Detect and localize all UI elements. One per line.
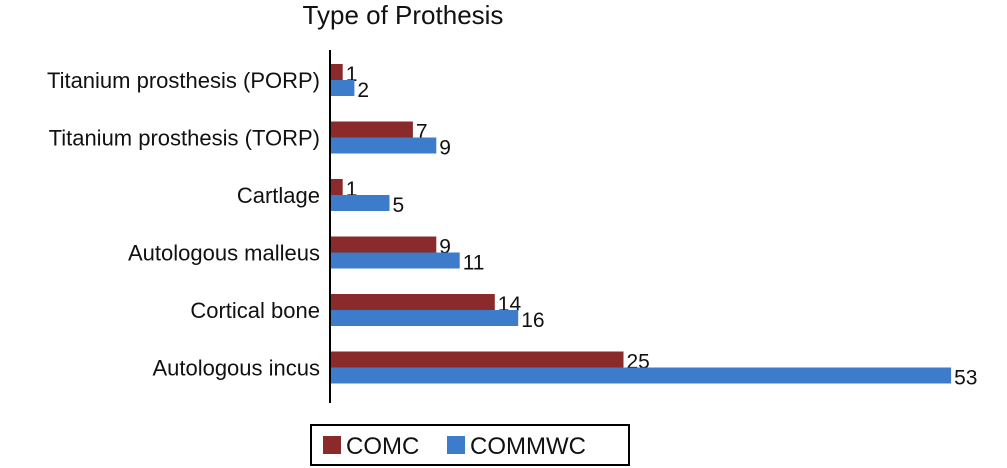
bar-comc-cartlage bbox=[331, 179, 343, 195]
category-label-autologous-malleus: Autologous malleus bbox=[128, 241, 320, 266]
bar-comc-autologous-incus bbox=[331, 351, 624, 368]
bar-comc-titanium-prosthesis-torp bbox=[331, 121, 413, 138]
legend-swatch-comc bbox=[323, 436, 341, 454]
bar-commwc-titanium-prosthesis-porp bbox=[331, 80, 355, 96]
category-label-cortical-bone: Cortical bone bbox=[190, 298, 320, 323]
legend: COMC COMMWC bbox=[310, 424, 630, 466]
chart-title: Type of Prothesis bbox=[303, 0, 504, 30]
data-label-comc-titanium-prosthesis-torp: 7 bbox=[416, 121, 428, 144]
data-label-comc-cartlage: 1 bbox=[346, 178, 358, 201]
category-label-titanium-prosthesis-torp: Titanium prosthesis (TORP) bbox=[49, 126, 320, 151]
data-label-commwc-titanium-prosthesis-porp: 2 bbox=[357, 79, 369, 102]
bar-commwc-autologous-incus bbox=[331, 367, 952, 384]
legend-label-comc: COMC bbox=[346, 433, 419, 460]
data-label-commwc-autologous-malleus: 11 bbox=[463, 252, 485, 275]
legend-label-commwc: COMMWC bbox=[470, 433, 586, 460]
data-label-comc-autologous-malleus: 9 bbox=[439, 236, 451, 259]
legend-frame bbox=[310, 424, 630, 466]
bar-commwc-cartlage bbox=[331, 195, 390, 211]
data-label-commwc-cortical-bone: 16 bbox=[521, 309, 544, 332]
category-label-autologous-incus: Autologous incus bbox=[152, 356, 320, 381]
data-label-commwc-titanium-prosthesis-torp: 9 bbox=[439, 137, 451, 160]
bar-commwc-autologous-malleus bbox=[331, 252, 460, 269]
data-label-comc-titanium-prosthesis-porp: 1 bbox=[346, 63, 358, 86]
data-label-commwc-cartlage: 5 bbox=[393, 194, 405, 217]
legend-swatch-commwc bbox=[447, 436, 465, 454]
data-label-commwc-autologous-incus: 53 bbox=[954, 367, 977, 390]
category-label-titanium-prosthesis-porp: Titanium prosthesis (PORP) bbox=[47, 68, 320, 93]
bar-commwc-cortical-bone bbox=[331, 310, 519, 326]
bar-commwc-titanium-prosthesis-torp bbox=[331, 137, 437, 154]
bar-comc-cortical-bone bbox=[331, 294, 495, 310]
bar-comc-autologous-malleus bbox=[331, 236, 437, 253]
category-label-cartlage: Cartlage bbox=[237, 183, 320, 208]
bar-comc-titanium-prosthesis-porp bbox=[331, 64, 343, 80]
